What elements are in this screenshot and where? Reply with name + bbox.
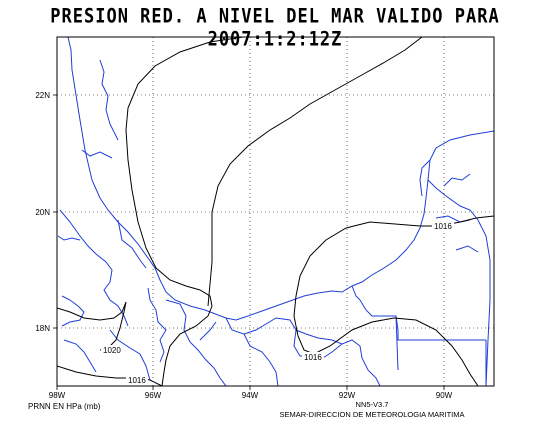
contour-label-1016-east: 1016 xyxy=(434,222,452,231)
contour-label-1016-southwest: 1016 xyxy=(128,376,146,385)
map-frame xyxy=(56,36,495,387)
contour-label-1020: 1020 xyxy=(103,346,121,355)
credits: NN5-V3.7 SEMAR-DIRECCION DE METEOROLOGIA… xyxy=(272,400,472,420)
lon-label-96w: 96W xyxy=(145,391,162,400)
coastline xyxy=(57,37,494,386)
lat-label-18n: 18N xyxy=(35,324,50,333)
lon-label-98w: 98W xyxy=(49,391,66,400)
map-title: PRESION RED. A NIVEL DEL MAR VALIDO PARA… xyxy=(50,5,500,51)
model-version: NN5-V3.7 xyxy=(355,400,389,409)
isobars xyxy=(57,37,494,386)
lon-label-92w: 92W xyxy=(339,391,356,400)
contour-labels: 1016 1020 1016 1016 xyxy=(101,221,454,385)
grid xyxy=(57,37,494,386)
agency-name: SEMAR-DIRECCION DE METEOROLOGIA MARITIMA xyxy=(279,410,465,419)
lat-label-20n: 20N xyxy=(35,208,50,217)
tick-marks xyxy=(53,94,445,390)
lon-label-90w: 90W xyxy=(436,391,453,400)
contour-label-1016-south: 1016 xyxy=(304,353,322,362)
lat-label-22n: 22N xyxy=(35,91,50,100)
lon-label-94w: 94W xyxy=(242,391,259,400)
units-caption: PRNN EN HPa (mb) xyxy=(28,402,101,411)
